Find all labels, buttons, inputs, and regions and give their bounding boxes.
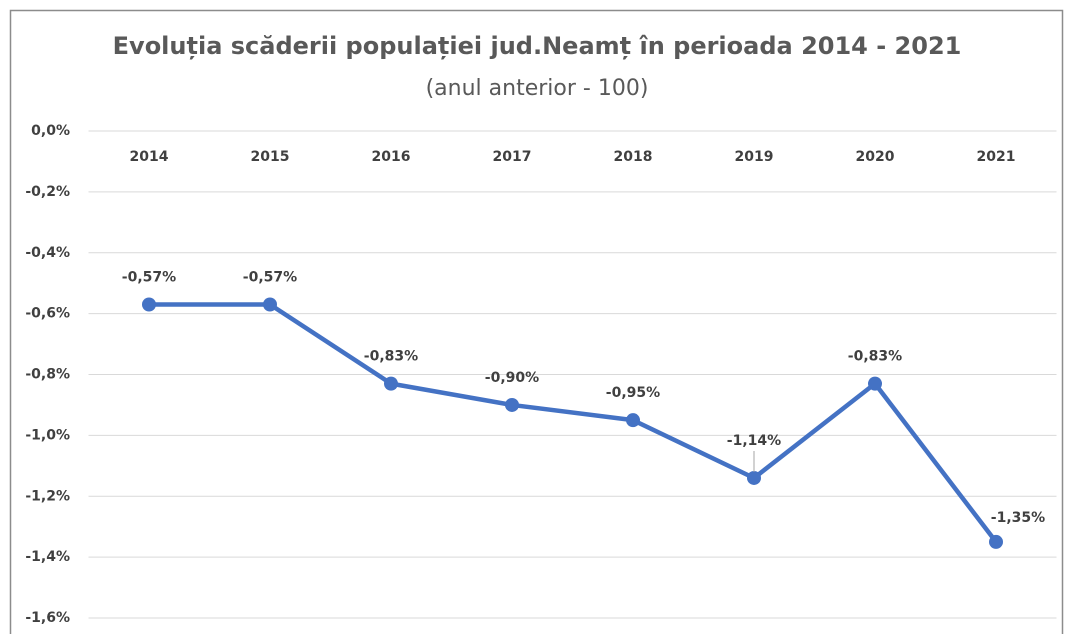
point: [747, 470, 761, 485]
data-label: -1,14%: [727, 433, 781, 449]
data-label: -0,83%: [364, 349, 418, 365]
y-tick-label: -1,4%: [25, 549, 70, 565]
y-tick-label: -1,2%: [25, 488, 70, 504]
x-tick-label: 2015: [251, 149, 290, 165]
y-tick-label: -0,4%: [25, 245, 70, 261]
y-tick-label: -0,8%: [25, 367, 70, 383]
data-label: -0,90%: [485, 370, 539, 386]
chart-border: [9, 9, 1064, 634]
data-label: -0,83%: [848, 349, 902, 365]
y-tick-label: 0,0%: [31, 123, 70, 139]
x-tick-label: 2016: [372, 149, 411, 165]
data-label: -0,57%: [243, 269, 297, 285]
chart-title: Evoluția scăderii populației jud.Neamț î…: [113, 32, 962, 60]
chart-subtitle: (anul anterior - 100): [426, 76, 649, 101]
x-tick-label: 2019: [735, 149, 774, 165]
y-tick-label: -0,6%: [25, 306, 70, 322]
data-label: -0,95%: [606, 385, 660, 401]
point: [263, 297, 277, 312]
point: [384, 376, 398, 391]
point: [505, 397, 519, 412]
x-tick-label: 2014: [130, 149, 169, 165]
x-tick-label: 2021: [977, 149, 1016, 165]
x-tick-label: 2018: [614, 149, 653, 165]
x-tick-label: 2017: [493, 149, 532, 165]
point: [142, 297, 156, 312]
x-tick-label: 2020: [856, 149, 895, 165]
y-tick-label: -1,0%: [25, 427, 70, 443]
y-tick-label: -1,6%: [25, 610, 70, 626]
y-tick-label: -0,2%: [25, 184, 70, 200]
point: [989, 534, 1003, 549]
point: [868, 376, 882, 391]
line: [149, 302, 998, 544]
point: [626, 413, 640, 428]
data-label: -1,35%: [991, 510, 1045, 526]
data-label: -0,57%: [122, 269, 176, 285]
